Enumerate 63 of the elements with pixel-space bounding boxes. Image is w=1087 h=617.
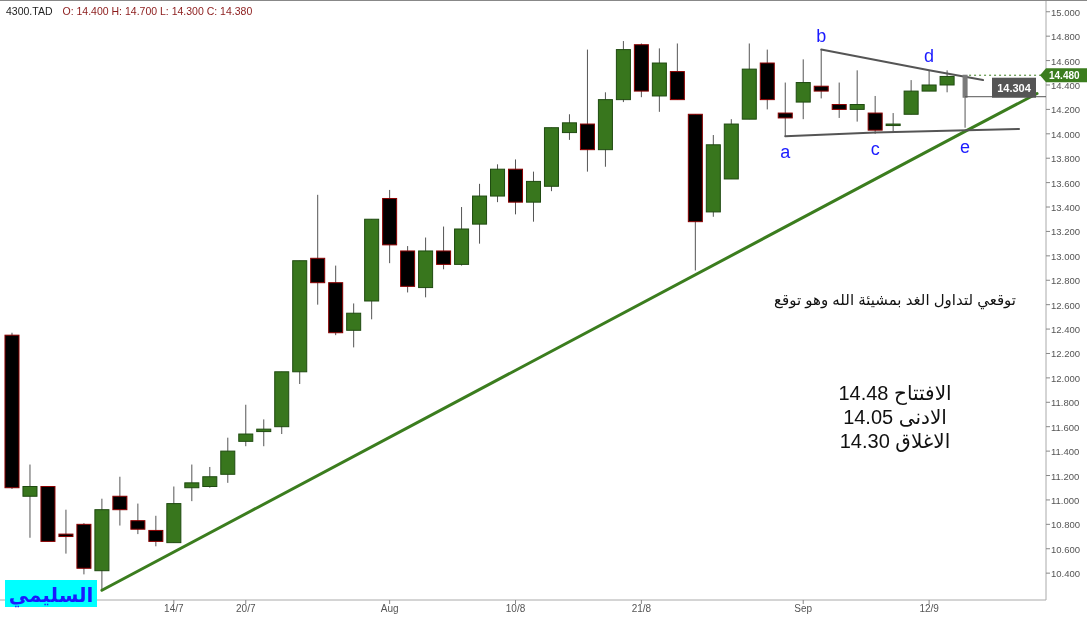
- y-tick-label: 11.400: [1051, 446, 1080, 458]
- annotation: الادنى 14.05: [843, 406, 947, 428]
- annotation: السليمي: [8, 584, 94, 608]
- y-tick-label: 10.600: [1051, 543, 1081, 555]
- ref-line-label: 14.480: [1049, 70, 1081, 82]
- y-tick-label: 15.000: [1051, 6, 1081, 18]
- candlestick: [346, 302, 362, 348]
- y-tick-label: 12.000: [1051, 372, 1081, 384]
- chart-title: 4300.TAD: [6, 5, 53, 17]
- y-tick-label: 14.600: [1051, 55, 1081, 67]
- data-label: e: [960, 137, 971, 158]
- y-tick-label: 13.800: [1051, 153, 1081, 165]
- candlestick: [795, 58, 811, 120]
- y-tick-label: 14.800: [1051, 31, 1081, 43]
- candlestick: [849, 69, 865, 123]
- y-tick-label: 13.400: [1051, 202, 1081, 214]
- x-tick-label: 21/8: [631, 603, 652, 614]
- y-tick-label: 14.200: [1051, 104, 1081, 116]
- candlestick: [238, 404, 254, 447]
- y-tick-label: 11.800: [1051, 397, 1080, 409]
- y-tick-label: 14.000: [1051, 128, 1081, 140]
- candlestick: [436, 226, 452, 270]
- candlestick: [58, 509, 74, 555]
- y-tick-label: 12.400: [1051, 324, 1081, 336]
- y-tick-label: 11.200: [1051, 470, 1080, 482]
- y-tick-label: 12.800: [1051, 275, 1081, 287]
- data-label: d: [924, 46, 935, 67]
- candlestick: [130, 503, 146, 535]
- candlestick: [903, 79, 919, 115]
- candlestick: [256, 418, 272, 447]
- x-tick-label: 14/7: [164, 603, 184, 614]
- x-tick-label: 12/9: [919, 603, 940, 614]
- data-label: b: [816, 25, 827, 46]
- candlestick: [202, 466, 218, 489]
- annotation: توقعي لتداول الغد بمشيئة الله وهو توقع: [773, 291, 1017, 310]
- candlestick: [22, 464, 38, 539]
- y-tick-label: 10.400: [1051, 568, 1081, 580]
- data-label: c: [870, 138, 880, 159]
- x-tick-label: 20/7: [236, 603, 256, 614]
- candlestick: [220, 437, 236, 484]
- annotation: الافتتاح 14.48: [838, 382, 952, 405]
- x-tick-label: Sep: [794, 603, 813, 614]
- data-label: a: [780, 142, 792, 163]
- candlestick: [148, 515, 164, 547]
- chart-subtitle: O: 14.400 H: 14.700 L: 14.300 C: 14.380: [62, 5, 253, 17]
- candlestick: [831, 82, 847, 119]
- candlestick: [525, 171, 541, 223]
- y-tick-label: 13.200: [1051, 226, 1081, 238]
- x-tick-label: Aug: [380, 603, 399, 614]
- candlestick: [561, 113, 577, 141]
- y-tick-label: 13.600: [1051, 177, 1081, 189]
- y-tick-label: 11.600: [1051, 421, 1080, 433]
- y-tick-label: 10.800: [1051, 519, 1081, 531]
- y-tick-label: 12.200: [1051, 348, 1081, 360]
- annotation: الاغلاق 14.30: [839, 430, 951, 452]
- candlestick: [184, 464, 200, 502]
- ref-line-label: 14.304: [997, 81, 1032, 94]
- x-tick-label: 10/8: [505, 603, 526, 614]
- y-tick-label: 14.400: [1051, 79, 1081, 91]
- y-tick-label: 12.600: [1051, 299, 1081, 311]
- y-tick-label: 11.000: [1051, 494, 1080, 506]
- candlestick: [112, 476, 128, 527]
- y-tick-label: 13.000: [1051, 250, 1081, 262]
